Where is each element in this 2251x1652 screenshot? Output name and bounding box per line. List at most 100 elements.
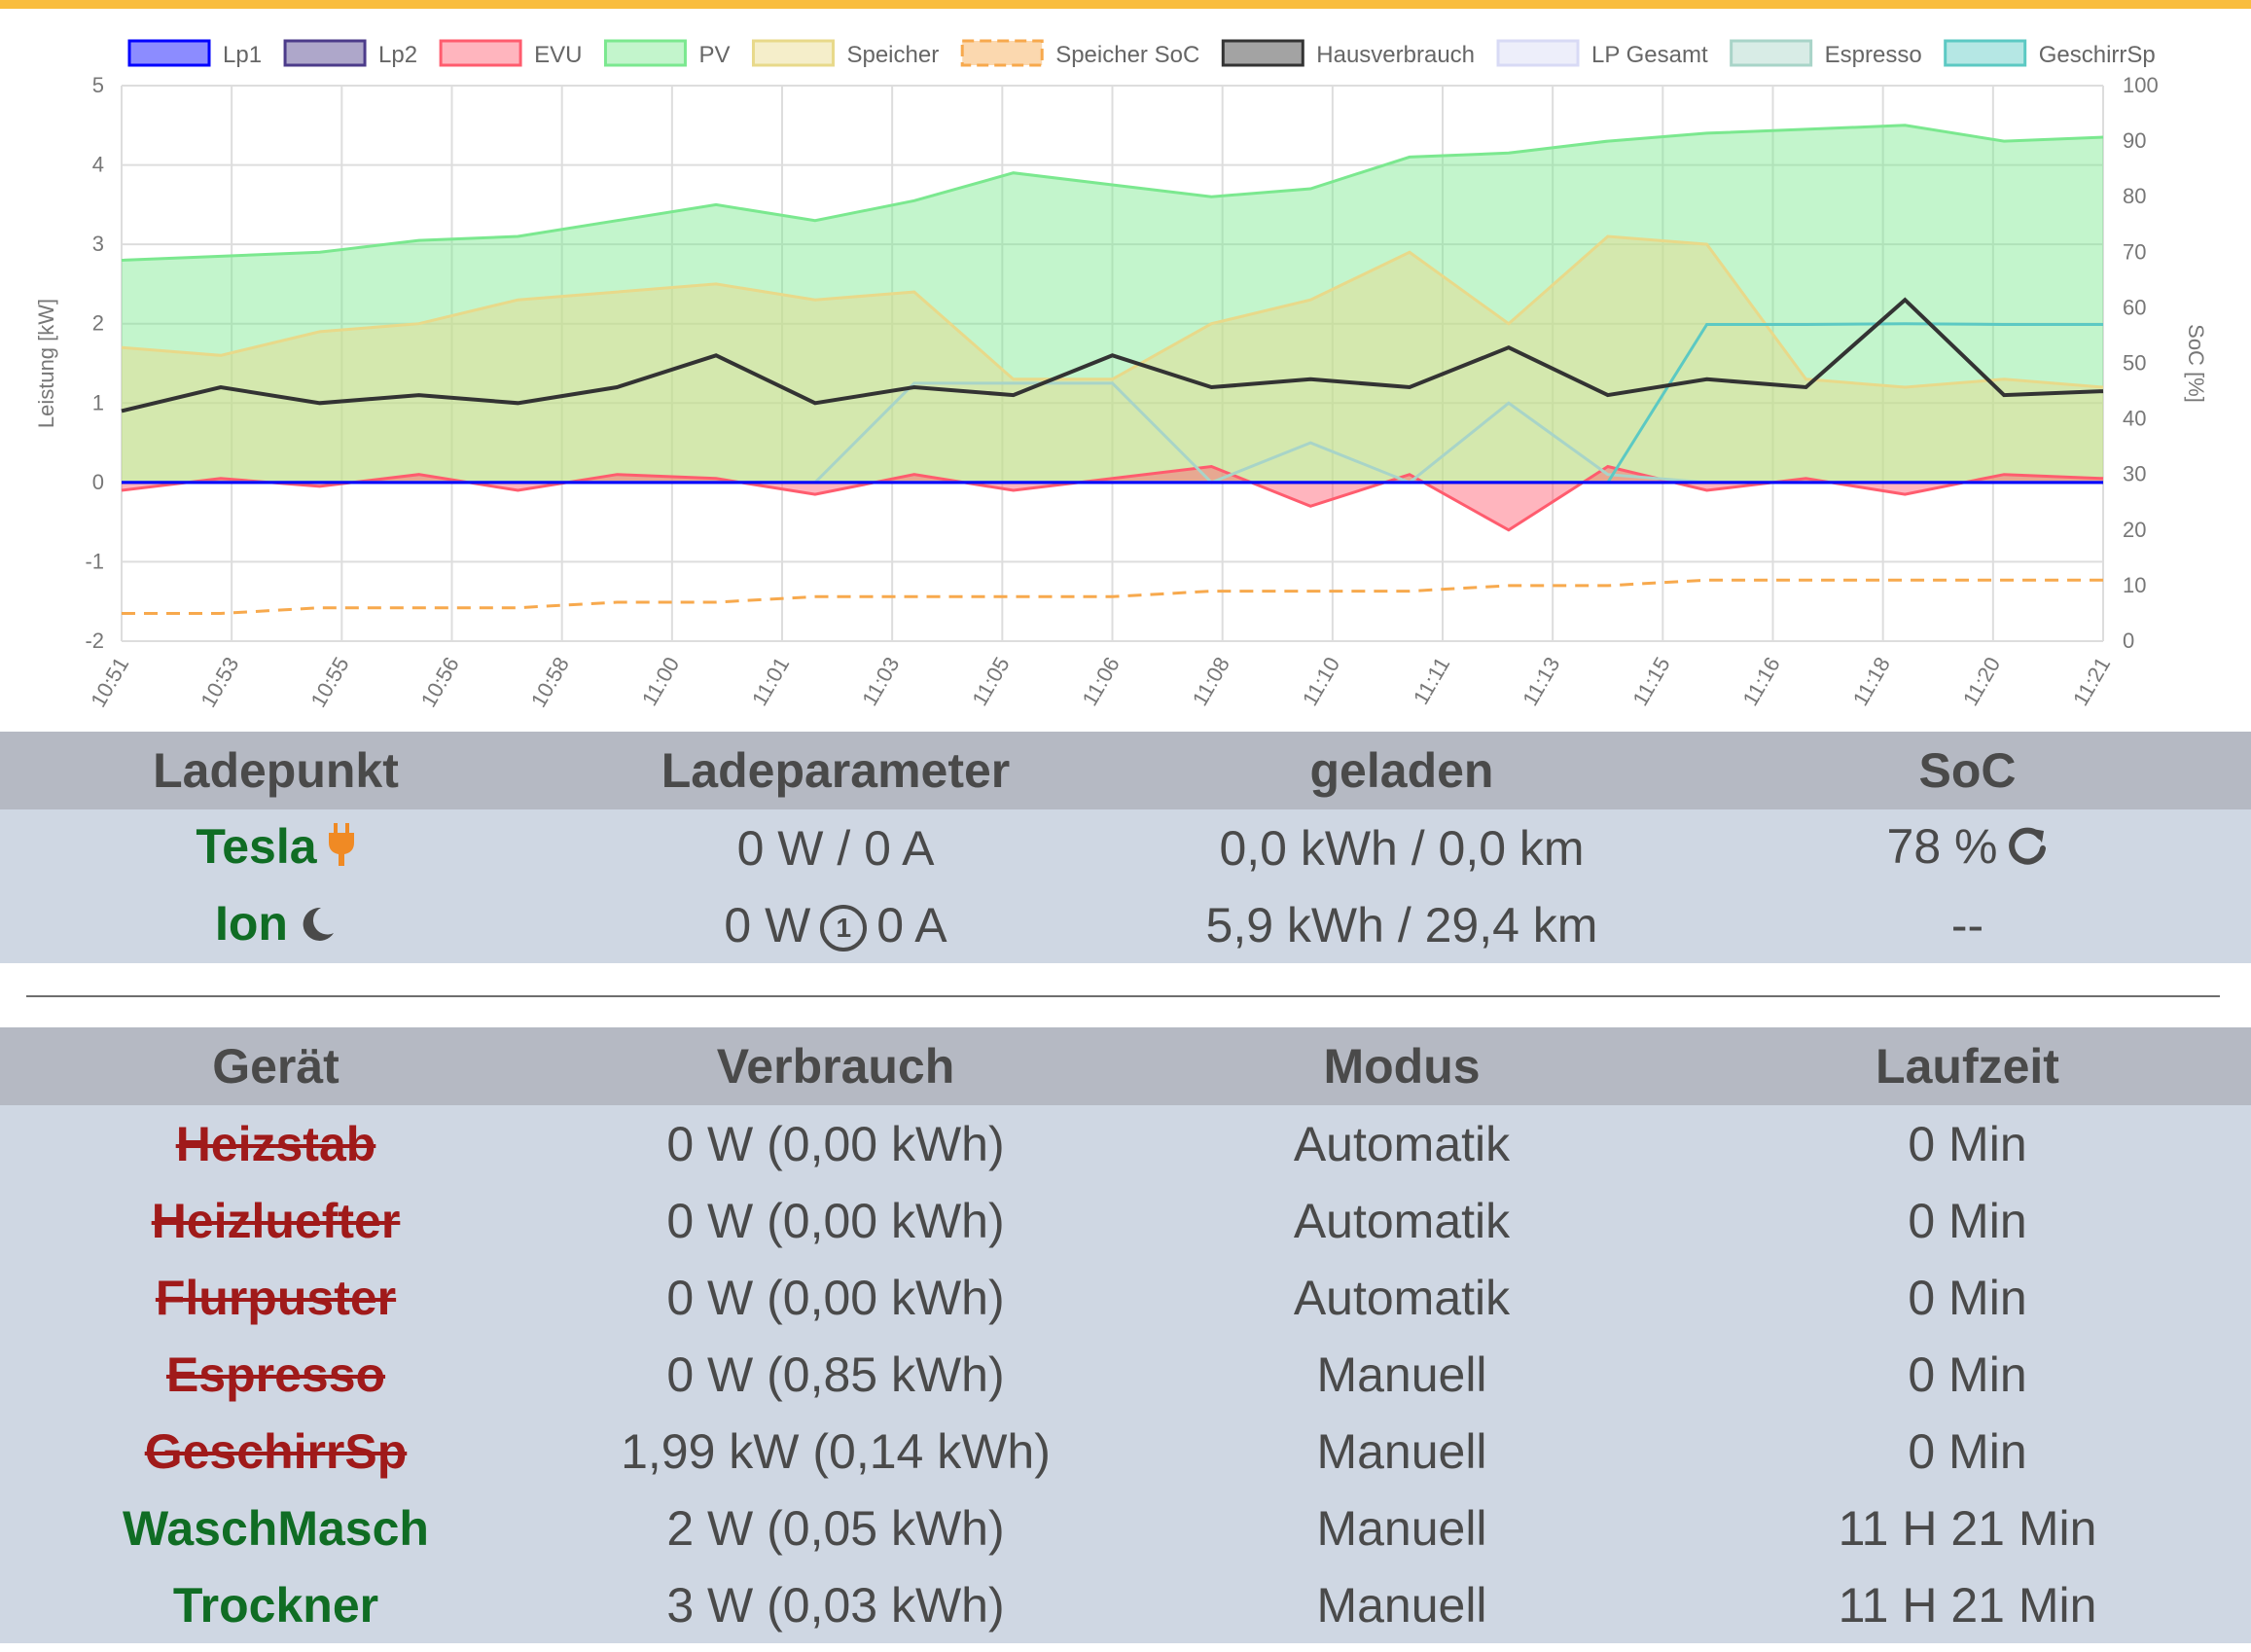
accent-bar: [0, 0, 2251, 9]
x-tick-label: 11:15: [1627, 653, 1674, 710]
x-tick-label: 10:58: [526, 653, 574, 711]
ladeparameter-power: 0 W: [724, 897, 811, 952]
legend-item[interactable]: Hausverbrauch: [1221, 39, 1475, 68]
y2-tick-label: 10: [2123, 573, 2146, 597]
y-tick-label: -2: [85, 628, 104, 653]
device-mode[interactable]: Manuell: [1120, 1413, 1684, 1490]
device-row[interactable]: Espresso 0 W (0,85 kWh) Manuell 0 Min: [0, 1336, 2251, 1413]
device-name[interactable]: Trockner: [172, 1577, 379, 1633]
device-usage: 0 W (0,00 kWh): [552, 1259, 1120, 1336]
device-runtime: 0 Min: [1684, 1413, 2251, 1490]
device-runtime: 11 H 21 Min: [1684, 1490, 2251, 1566]
device-row[interactable]: Heizstab 0 W (0,00 kWh) Automatik 0 Min: [0, 1105, 2251, 1182]
legend-swatch: [127, 39, 211, 67]
x-tick-label: 10:55: [305, 653, 353, 711]
device-name[interactable]: GeschirrSp: [144, 1423, 408, 1479]
device-mode[interactable]: Manuell: [1120, 1566, 1684, 1643]
soc-value: 78 %: [1886, 818, 1998, 874]
y2-tick-label: 100: [2123, 73, 2159, 97]
legend-item[interactable]: EVU: [439, 39, 582, 68]
legend-label: Speicher: [846, 42, 939, 68]
ladeparameter-value[interactable]: 0 W / 0 A: [552, 809, 1120, 886]
device-usage: 2 W (0,05 kWh): [552, 1490, 1120, 1566]
power-chart: Lp1 Lp2 EVU PV Speicher Speicher SoC Hausverbr…: [34, 39, 2208, 711]
series-line-speicher: [121, 234, 2104, 389]
device-mode[interactable]: Automatik: [1120, 1105, 1684, 1182]
ladepunkt-name-cell[interactable]: Tesla: [0, 809, 552, 886]
x-tick-label: 11:20: [1958, 653, 2005, 710]
device-runtime: 0 Min: [1684, 1182, 2251, 1259]
ladepunkt-header-row: Ladepunkt Ladeparameter geladen SoC: [0, 732, 2251, 809]
ladepunkt-table: Ladepunkt Ladeparameter geladen SoC Tesl…: [0, 732, 2251, 963]
ladepunkt-name[interactable]: Ion: [215, 895, 288, 951]
x-tick-label: 11:16: [1737, 653, 1784, 710]
legend-item[interactable]: PV: [603, 39, 730, 68]
ladepunkt-name[interactable]: Tesla: [196, 818, 317, 874]
col-header-geraet: Gerät: [0, 1027, 552, 1105]
legend-swatch: [1221, 39, 1304, 67]
legend-item[interactable]: Espresso: [1730, 39, 1922, 68]
device-row[interactable]: Trockner 3 W (0,03 kWh) Manuell 11 H 21 …: [0, 1566, 2251, 1643]
device-mode[interactable]: Automatik: [1120, 1259, 1684, 1336]
device-row[interactable]: Heizluefter 0 W (0,00 kWh) Automatik 0 M…: [0, 1182, 2251, 1259]
col-header-laufzeit: Laufzeit: [1684, 1027, 2251, 1105]
legend-label: EVU: [534, 42, 582, 68]
device-usage: 3 W (0,03 kWh): [552, 1566, 1120, 1643]
legend-item[interactable]: GeschirrSp: [1944, 39, 2156, 68]
device-runtime: 0 Min: [1684, 1336, 2251, 1413]
device-row[interactable]: Flurpuster 0 W (0,00 kWh) Automatik 0 Mi…: [0, 1259, 2251, 1336]
y2-tick-label: 20: [2123, 518, 2146, 542]
legend-item[interactable]: LP Gesamt: [1496, 39, 1708, 68]
device-name[interactable]: Heizluefter: [151, 1193, 401, 1248]
x-tick-label: 11:05: [967, 653, 1014, 710]
ladepunkt-name-cell[interactable]: Ion: [0, 886, 552, 963]
y2-tick-label: 50: [2123, 351, 2146, 376]
legend-swatch: [1944, 39, 2027, 67]
device-mode[interactable]: Automatik: [1120, 1182, 1684, 1259]
y-tick-label: 1: [92, 390, 104, 414]
device-name[interactable]: Flurpuster: [155, 1270, 397, 1325]
x-tick-label: 11:00: [637, 653, 684, 710]
device-runtime: 0 Min: [1684, 1105, 2251, 1182]
device-name[interactable]: Heizstab: [175, 1116, 376, 1171]
col-header-geladen: geladen: [1120, 732, 1684, 809]
chart-grid: [121, 85, 2104, 642]
y2-tick-label: 40: [2123, 407, 2146, 431]
device-name[interactable]: WaschMasch: [123, 1500, 429, 1556]
plug-icon: [327, 821, 356, 878]
legend-swatch: [960, 39, 1044, 67]
device-mode[interactable]: Manuell: [1120, 1336, 1684, 1413]
col-header-soc: SoC: [1684, 732, 2251, 809]
y2-tick-label: 70: [2123, 239, 2146, 264]
device-name[interactable]: Espresso: [165, 1347, 386, 1402]
legend-item[interactable]: Lp1: [127, 39, 262, 68]
charge-mode-icon[interactable]: 1: [820, 905, 868, 952]
ladeparameter-current: 0 A: [876, 897, 947, 952]
legend-label: Espresso: [1825, 42, 1922, 68]
device-usage: 0 W (0,00 kWh): [552, 1105, 1120, 1182]
y2-tick-label: 30: [2123, 462, 2146, 486]
device-row[interactable]: WaschMasch 2 W (0,05 kWh) Manuell 11 H 2…: [0, 1490, 2251, 1566]
refresh-icon[interactable]: [2007, 821, 2048, 878]
legend-item[interactable]: Speicher: [751, 39, 939, 68]
series-line-pv: [121, 124, 2104, 262]
y-tick-label: 0: [92, 470, 104, 494]
chart-legend: Lp1 Lp2 EVU PV Speicher Speicher SoC Hausverbr…: [127, 39, 2156, 68]
legend-item[interactable]: Speicher SoC: [960, 39, 1199, 68]
device-row[interactable]: GeschirrSp 1,99 kW (0,14 kWh) Manuell 0 …: [0, 1413, 2251, 1490]
legend-label: Hausverbrauch: [1316, 42, 1475, 68]
x-tick-label: 10:51: [86, 653, 133, 711]
y-tick-label: 5: [92, 73, 104, 97]
x-tick-label: 11:21: [2068, 653, 2115, 710]
y-tick-label: -1: [85, 549, 104, 573]
legend-label: LP Gesamt: [1591, 42, 1708, 68]
legend-swatch: [751, 39, 835, 67]
legend-item[interactable]: Lp2: [283, 39, 417, 68]
ladepunkt-row-tesla[interactable]: Tesla 0 W / 0 A 0,0 kWh / 0,0 km 78 %: [0, 809, 2251, 886]
y2-axis-title: SoC [%]: [2184, 324, 2208, 403]
device-mode[interactable]: Manuell: [1120, 1490, 1684, 1566]
legend-label: GeschirrSp: [2039, 42, 2156, 68]
y2-tick-label: 0: [2123, 628, 2134, 653]
